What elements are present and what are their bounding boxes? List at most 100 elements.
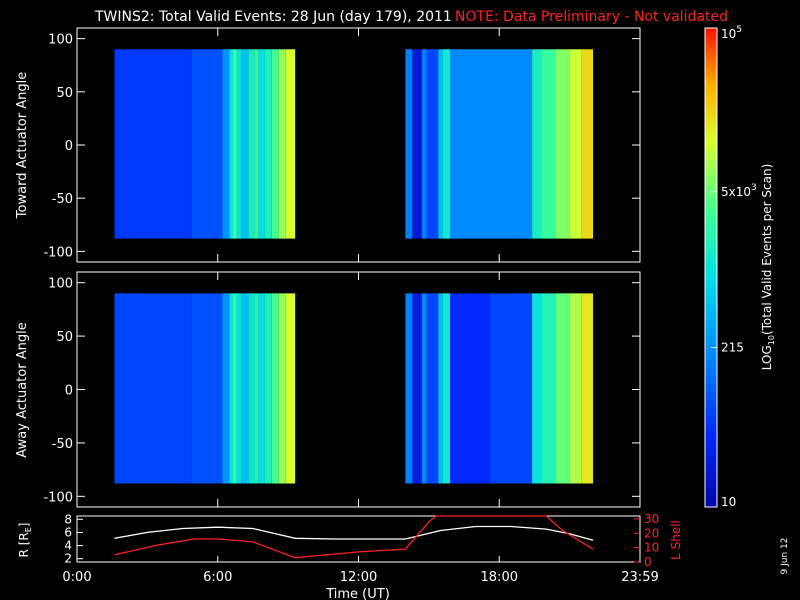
r-tick-label: 6 <box>64 525 72 539</box>
away-stripe <box>555 293 570 484</box>
r-tick-label: 2 <box>64 552 72 566</box>
r-axis-label: R [RE] <box>17 523 33 558</box>
colorbar-tick-base: 215 <box>721 340 744 354</box>
lshell-tick-label: 20 <box>644 526 659 540</box>
away-scan-blocks <box>114 293 594 484</box>
toward-stripe <box>421 49 427 239</box>
away-stripe <box>541 293 556 484</box>
colorbar-tick-label: 5x103 <box>721 183 757 199</box>
colorbar-label-sub: 10 <box>767 335 776 345</box>
time-axis-ticks: 0:00 6:00 12:00 18:00 23:59 <box>62 556 659 585</box>
toward-stripe <box>271 49 279 239</box>
r-axis-label-end: ] <box>17 523 31 528</box>
colorbar-tick-base: 5x10 <box>721 185 751 199</box>
toward-stripe <box>405 49 413 239</box>
toward-stripe <box>449 49 533 239</box>
lshell-axis-label: L Shell <box>669 520 683 560</box>
colorbar-tick-label: 215 <box>721 340 744 354</box>
orbit-lines <box>114 515 594 559</box>
colorbar-tick-exponent: 3 <box>751 183 757 193</box>
away-stripe <box>222 293 230 484</box>
toward-stripe <box>241 49 249 239</box>
away-stripe <box>449 293 490 484</box>
away-stripe <box>229 293 233 484</box>
away-stripe <box>285 293 296 484</box>
time-tick-label: 0:00 <box>62 570 91 585</box>
time-tick-label: 18:00 <box>481 570 518 585</box>
toward-stripe <box>114 49 192 239</box>
away-stripe <box>532 293 542 484</box>
colorbar-label-main: LOG <box>760 345 774 370</box>
toward-stripe <box>248 49 255 239</box>
away-ytick-label: 50 <box>56 330 73 345</box>
toward-stripe <box>278 49 286 239</box>
away-y-ticks: 100 50 0 -50 -100 <box>43 277 640 505</box>
colorbar-ticks: 105 5x103 215 10 <box>711 25 757 509</box>
lshell-line <box>114 515 594 559</box>
toward-ytick-label: -50 <box>52 192 73 207</box>
away-stripe <box>241 293 249 484</box>
away-ytick-label: -50 <box>52 437 73 452</box>
toward-ytick-label: 0 <box>65 139 73 154</box>
toward-stripe <box>412 49 422 239</box>
colorbar-tick-base: 10 <box>721 27 736 41</box>
time-tick-label: 6:00 <box>203 570 232 585</box>
toward-stripe <box>232 49 237 239</box>
toward-y-ticks: 100 50 0 -50 -100 <box>43 33 640 260</box>
toward-stripe <box>581 49 594 239</box>
toward-ytick-label: 50 <box>56 86 73 101</box>
toward-stripe <box>229 49 233 239</box>
away-stripe <box>254 293 259 484</box>
toward-stripe <box>541 49 556 239</box>
lshell-tick-label: 0 <box>644 555 652 569</box>
away-stripe <box>569 293 582 484</box>
away-stripe <box>421 293 427 484</box>
away-ytick-label: 0 <box>65 384 73 399</box>
time-tick-label: 12:00 <box>340 570 377 585</box>
preliminary-note: NOTE: Data Preliminary - Not validated <box>455 9 728 25</box>
away-stripe <box>278 293 286 484</box>
away-stripe <box>191 293 223 484</box>
toward-stripe <box>236 49 242 239</box>
r-axis-label-main: R [R <box>17 532 31 557</box>
away-ytick-label: 100 <box>48 277 73 292</box>
time-tick-label: 23:59 <box>621 570 658 585</box>
colorbar-label-rest: (Total Valid Events per Scan) <box>760 164 774 335</box>
away-stripe <box>264 293 272 484</box>
away-stripe <box>581 293 594 484</box>
away-y-label: Away Actuator Angle <box>15 322 30 457</box>
colorbar-gradient <box>705 28 717 507</box>
date-stamp: 9 Jun 12 <box>780 538 790 575</box>
toward-stripe <box>285 49 296 239</box>
lshell-tick-label: 10 <box>644 541 659 555</box>
toward-stripe <box>258 49 265 239</box>
toward-y-label: Toward Actuator Angle <box>15 72 30 219</box>
away-stripe <box>271 293 279 484</box>
toward-x-ticks <box>76 28 641 262</box>
away-stripe <box>489 293 533 484</box>
colorbar-label: LOG10(Total Valid Events per Scan) <box>760 164 776 371</box>
colorbar-tick-label: 10 <box>721 495 736 509</box>
away-x-ticks <box>76 272 641 507</box>
away-stripe <box>258 293 265 484</box>
away-stripe <box>248 293 255 484</box>
toward-ytick-label: -100 <box>43 245 73 260</box>
toward-stripe <box>264 49 272 239</box>
away-stripe <box>232 293 237 484</box>
colorbar-tick-label: 105 <box>721 25 742 41</box>
time-axis-label: Time (UT) <box>325 587 390 600</box>
toward-stripe <box>532 49 542 239</box>
figure-title: TWINS2: Total Valid Events: 28 Jun (day … <box>94 9 452 25</box>
away-stripe <box>442 293 450 484</box>
toward-stripe <box>222 49 230 239</box>
r-axis-label-sub: E <box>24 527 33 532</box>
away-stripe <box>426 293 439 484</box>
toward-ytick-label: 100 <box>48 33 73 48</box>
toward-actuator-panel: 100 50 0 -50 -100 Toward Actuator Angle <box>15 27 641 263</box>
